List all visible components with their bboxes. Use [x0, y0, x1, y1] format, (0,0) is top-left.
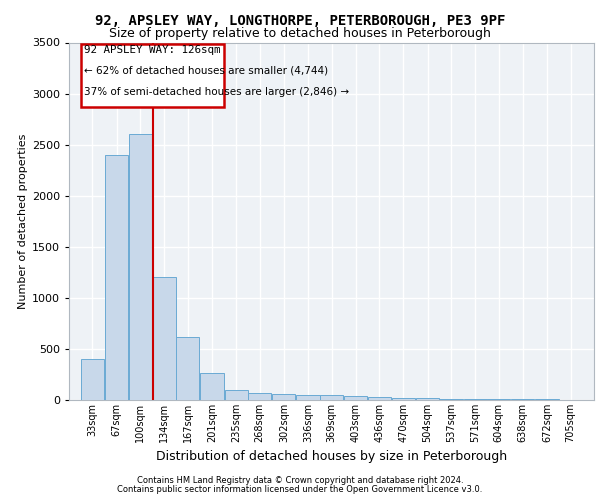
- Bar: [416, 398, 439, 400]
- Bar: [105, 155, 128, 400]
- Bar: [464, 399, 487, 400]
- Bar: [320, 396, 343, 400]
- Bar: [487, 399, 510, 400]
- Text: 37% of semi-detached houses are larger (2,846) →: 37% of semi-detached houses are larger (…: [83, 86, 349, 97]
- Bar: [81, 359, 104, 400]
- Bar: [248, 393, 271, 400]
- Bar: [272, 394, 295, 400]
- Bar: [81, 44, 224, 107]
- X-axis label: Distribution of detached houses by size in Peterborough: Distribution of detached houses by size …: [156, 450, 507, 464]
- Bar: [344, 396, 367, 400]
- Text: Size of property relative to detached houses in Peterborough: Size of property relative to detached ho…: [109, 28, 491, 40]
- Bar: [200, 374, 224, 400]
- Bar: [392, 398, 415, 400]
- Bar: [176, 336, 199, 400]
- Bar: [128, 134, 152, 400]
- Text: 92 APSLEY WAY: 126sqm: 92 APSLEY WAY: 126sqm: [83, 46, 220, 56]
- Text: ← 62% of detached houses are smaller (4,744): ← 62% of detached houses are smaller (4,…: [83, 66, 328, 76]
- Bar: [368, 398, 391, 400]
- Text: 92, APSLEY WAY, LONGTHORPE, PETERBOROUGH, PE3 9PF: 92, APSLEY WAY, LONGTHORPE, PETERBOROUGH…: [95, 14, 505, 28]
- Y-axis label: Number of detached properties: Number of detached properties: [17, 134, 28, 309]
- Text: Contains HM Land Registry data © Crown copyright and database right 2024.: Contains HM Land Registry data © Crown c…: [137, 476, 463, 485]
- Bar: [153, 278, 176, 400]
- Bar: [296, 395, 320, 400]
- Bar: [224, 390, 248, 400]
- Bar: [439, 398, 463, 400]
- Text: Contains public sector information licensed under the Open Government Licence v3: Contains public sector information licen…: [118, 485, 482, 494]
